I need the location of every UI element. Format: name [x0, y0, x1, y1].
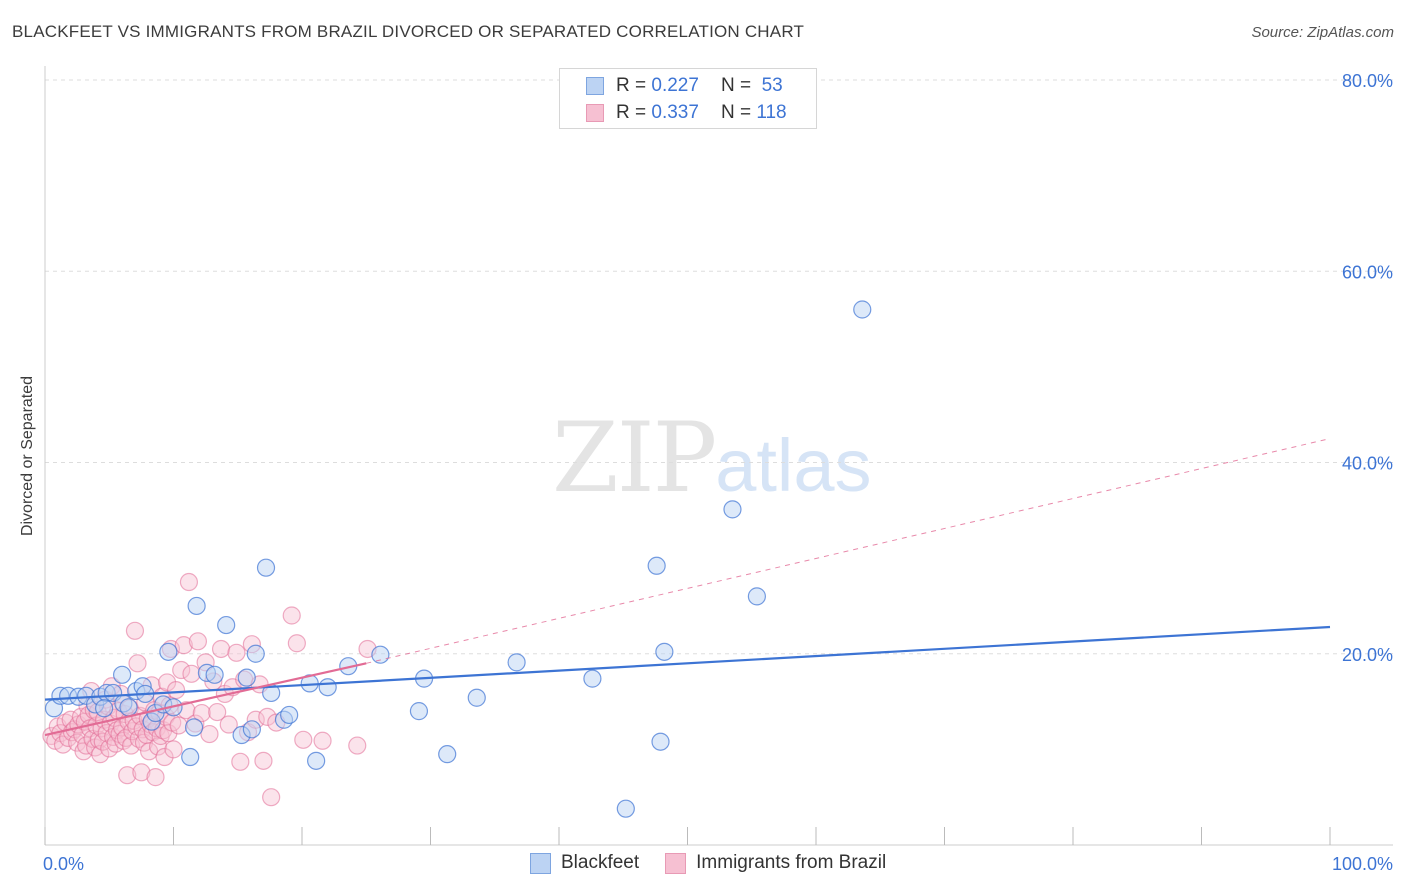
- blackfeet-point: [242, 720, 261, 739]
- brazil-point: [313, 731, 332, 750]
- brazil-point: [172, 660, 191, 680]
- blackfeet-point: [318, 678, 337, 697]
- legend-n-value: 118: [756, 102, 787, 123]
- brazil-point: [182, 664, 201, 683]
- watermark-zip: ZIP: [552, 402, 717, 514]
- blackfeet-point: [280, 705, 299, 725]
- brazil-trend-line: [44, 662, 367, 737]
- blackfeet-point: [507, 653, 526, 672]
- brazil-point: [348, 736, 367, 755]
- legend-n-value: 53: [761, 75, 783, 96]
- axes: [44, 66, 1393, 846]
- brazil-point: [282, 606, 301, 625]
- x-tick-label: 100.0%: [1332, 854, 1393, 874]
- blackfeet-point: [187, 596, 206, 616]
- blackfeet-point: [217, 615, 236, 635]
- trend-lines: [44, 438, 1331, 737]
- blackfeet-point: [246, 644, 265, 663]
- brazil-point: [159, 724, 178, 743]
- blackfeet-point: [616, 799, 635, 818]
- brazil-point: [254, 751, 273, 770]
- legend-r-label: R =: [616, 102, 647, 123]
- brazil-point: [231, 752, 250, 771]
- brazil-point: [294, 730, 313, 749]
- blackfeet-point: [181, 747, 200, 767]
- legend-label-brazil: Immigrants from Brazil: [696, 852, 887, 873]
- blackfeet-point: [256, 558, 276, 577]
- legend-label-blackfeet: Blackfeet: [561, 852, 640, 873]
- blackfeet-point: [184, 718, 204, 737]
- blackfeet-point: [647, 556, 666, 575]
- brazil-point: [169, 716, 188, 735]
- brazil-point: [192, 703, 211, 723]
- brazil-point: [164, 740, 183, 759]
- brazil-point: [211, 639, 231, 659]
- brazil-point: [287, 634, 306, 653]
- blackfeet-point: [371, 645, 390, 664]
- brazil-point: [200, 724, 219, 744]
- blackfeet-point: [409, 702, 429, 721]
- brazil-point: [146, 768, 165, 787]
- blackfeet-point: [95, 699, 114, 718]
- blackfeet-point: [747, 587, 766, 606]
- x-tick-label: 0.0%: [43, 854, 84, 874]
- legend-row-brazil: R = 0.337 N = 118: [586, 102, 787, 124]
- watermark: ZIPatlas: [552, 402, 872, 514]
- series-legend: Blackfeet Immigrants from Brazil: [530, 852, 912, 874]
- correlation-legend: R = 0.227 N = 53 R = 0.337 N = 118: [559, 68, 817, 129]
- legend-r-value: 0.337: [651, 102, 699, 123]
- brazil-point: [132, 763, 151, 782]
- legend-n-label: N =: [720, 75, 752, 96]
- brazil-point: [179, 572, 199, 592]
- watermark-atlas: atlas: [715, 424, 872, 507]
- brazil-point: [118, 766, 137, 785]
- blackfeet-point: [853, 300, 872, 319]
- brazil-point: [148, 737, 168, 756]
- blackfeet-trend-line: [44, 625, 1331, 701]
- source-label: Source: ZipAtlas.com: [1251, 24, 1394, 41]
- legend-swatch-blackfeet: [586, 77, 604, 95]
- brazil-point: [227, 643, 246, 662]
- brazil-point: [208, 702, 227, 722]
- blackfeet-point: [307, 751, 326, 770]
- blackfeet-point: [583, 669, 602, 688]
- blackfeet-point: [655, 642, 674, 661]
- blackfeet-point: [237, 668, 256, 687]
- y-tick-label: 60.0%: [1342, 262, 1393, 282]
- brazil-point: [166, 680, 186, 700]
- brazil-trend-extension: [366, 438, 1331, 664]
- legend-item-brazil: Immigrants from Brazil: [665, 852, 886, 874]
- blackfeet-point: [723, 500, 742, 519]
- blackfeet-point: [112, 665, 132, 684]
- blackfeet-point: [119, 698, 138, 717]
- legend-n-label: N =: [720, 102, 752, 123]
- legend-r-label: R =: [616, 75, 647, 96]
- tick-labels: 20.0% 40.0% 60.0% 80.0% 0.0% 100.0%: [43, 71, 1393, 874]
- legend-item-blackfeet: Blackfeet: [530, 852, 639, 874]
- legend-row-blackfeet: R = 0.227 N = 53: [586, 75, 783, 97]
- chart-title: BLACKFEET VS IMMIGRANTS FROM BRAZIL DIVO…: [12, 22, 805, 41]
- brazil-point: [128, 654, 147, 673]
- brazil-point: [262, 788, 281, 807]
- blackfeet-point: [467, 688, 486, 707]
- brazil-point: [219, 715, 238, 734]
- blackfeet-point: [651, 732, 670, 751]
- y-tick-label: 40.0%: [1342, 454, 1393, 474]
- brazil-point: [188, 632, 208, 651]
- blackfeet-point: [438, 745, 457, 764]
- legend-swatch-brazil: [586, 104, 604, 122]
- y-tick-label: 20.0%: [1342, 645, 1393, 665]
- y-tick-label: 80.0%: [1342, 71, 1393, 91]
- brazil-point: [174, 636, 193, 655]
- brazil-point: [125, 621, 145, 640]
- grid-lines: [45, 79, 1393, 655]
- legend-swatch-blackfeet: [530, 852, 551, 874]
- blackfeet-point: [205, 665, 224, 684]
- blackfeet-point: [159, 642, 178, 661]
- series-blackfeet-points: [44, 300, 872, 818]
- legend-r-value: 0.227: [651, 75, 699, 96]
- legend-swatch-brazil: [665, 852, 687, 874]
